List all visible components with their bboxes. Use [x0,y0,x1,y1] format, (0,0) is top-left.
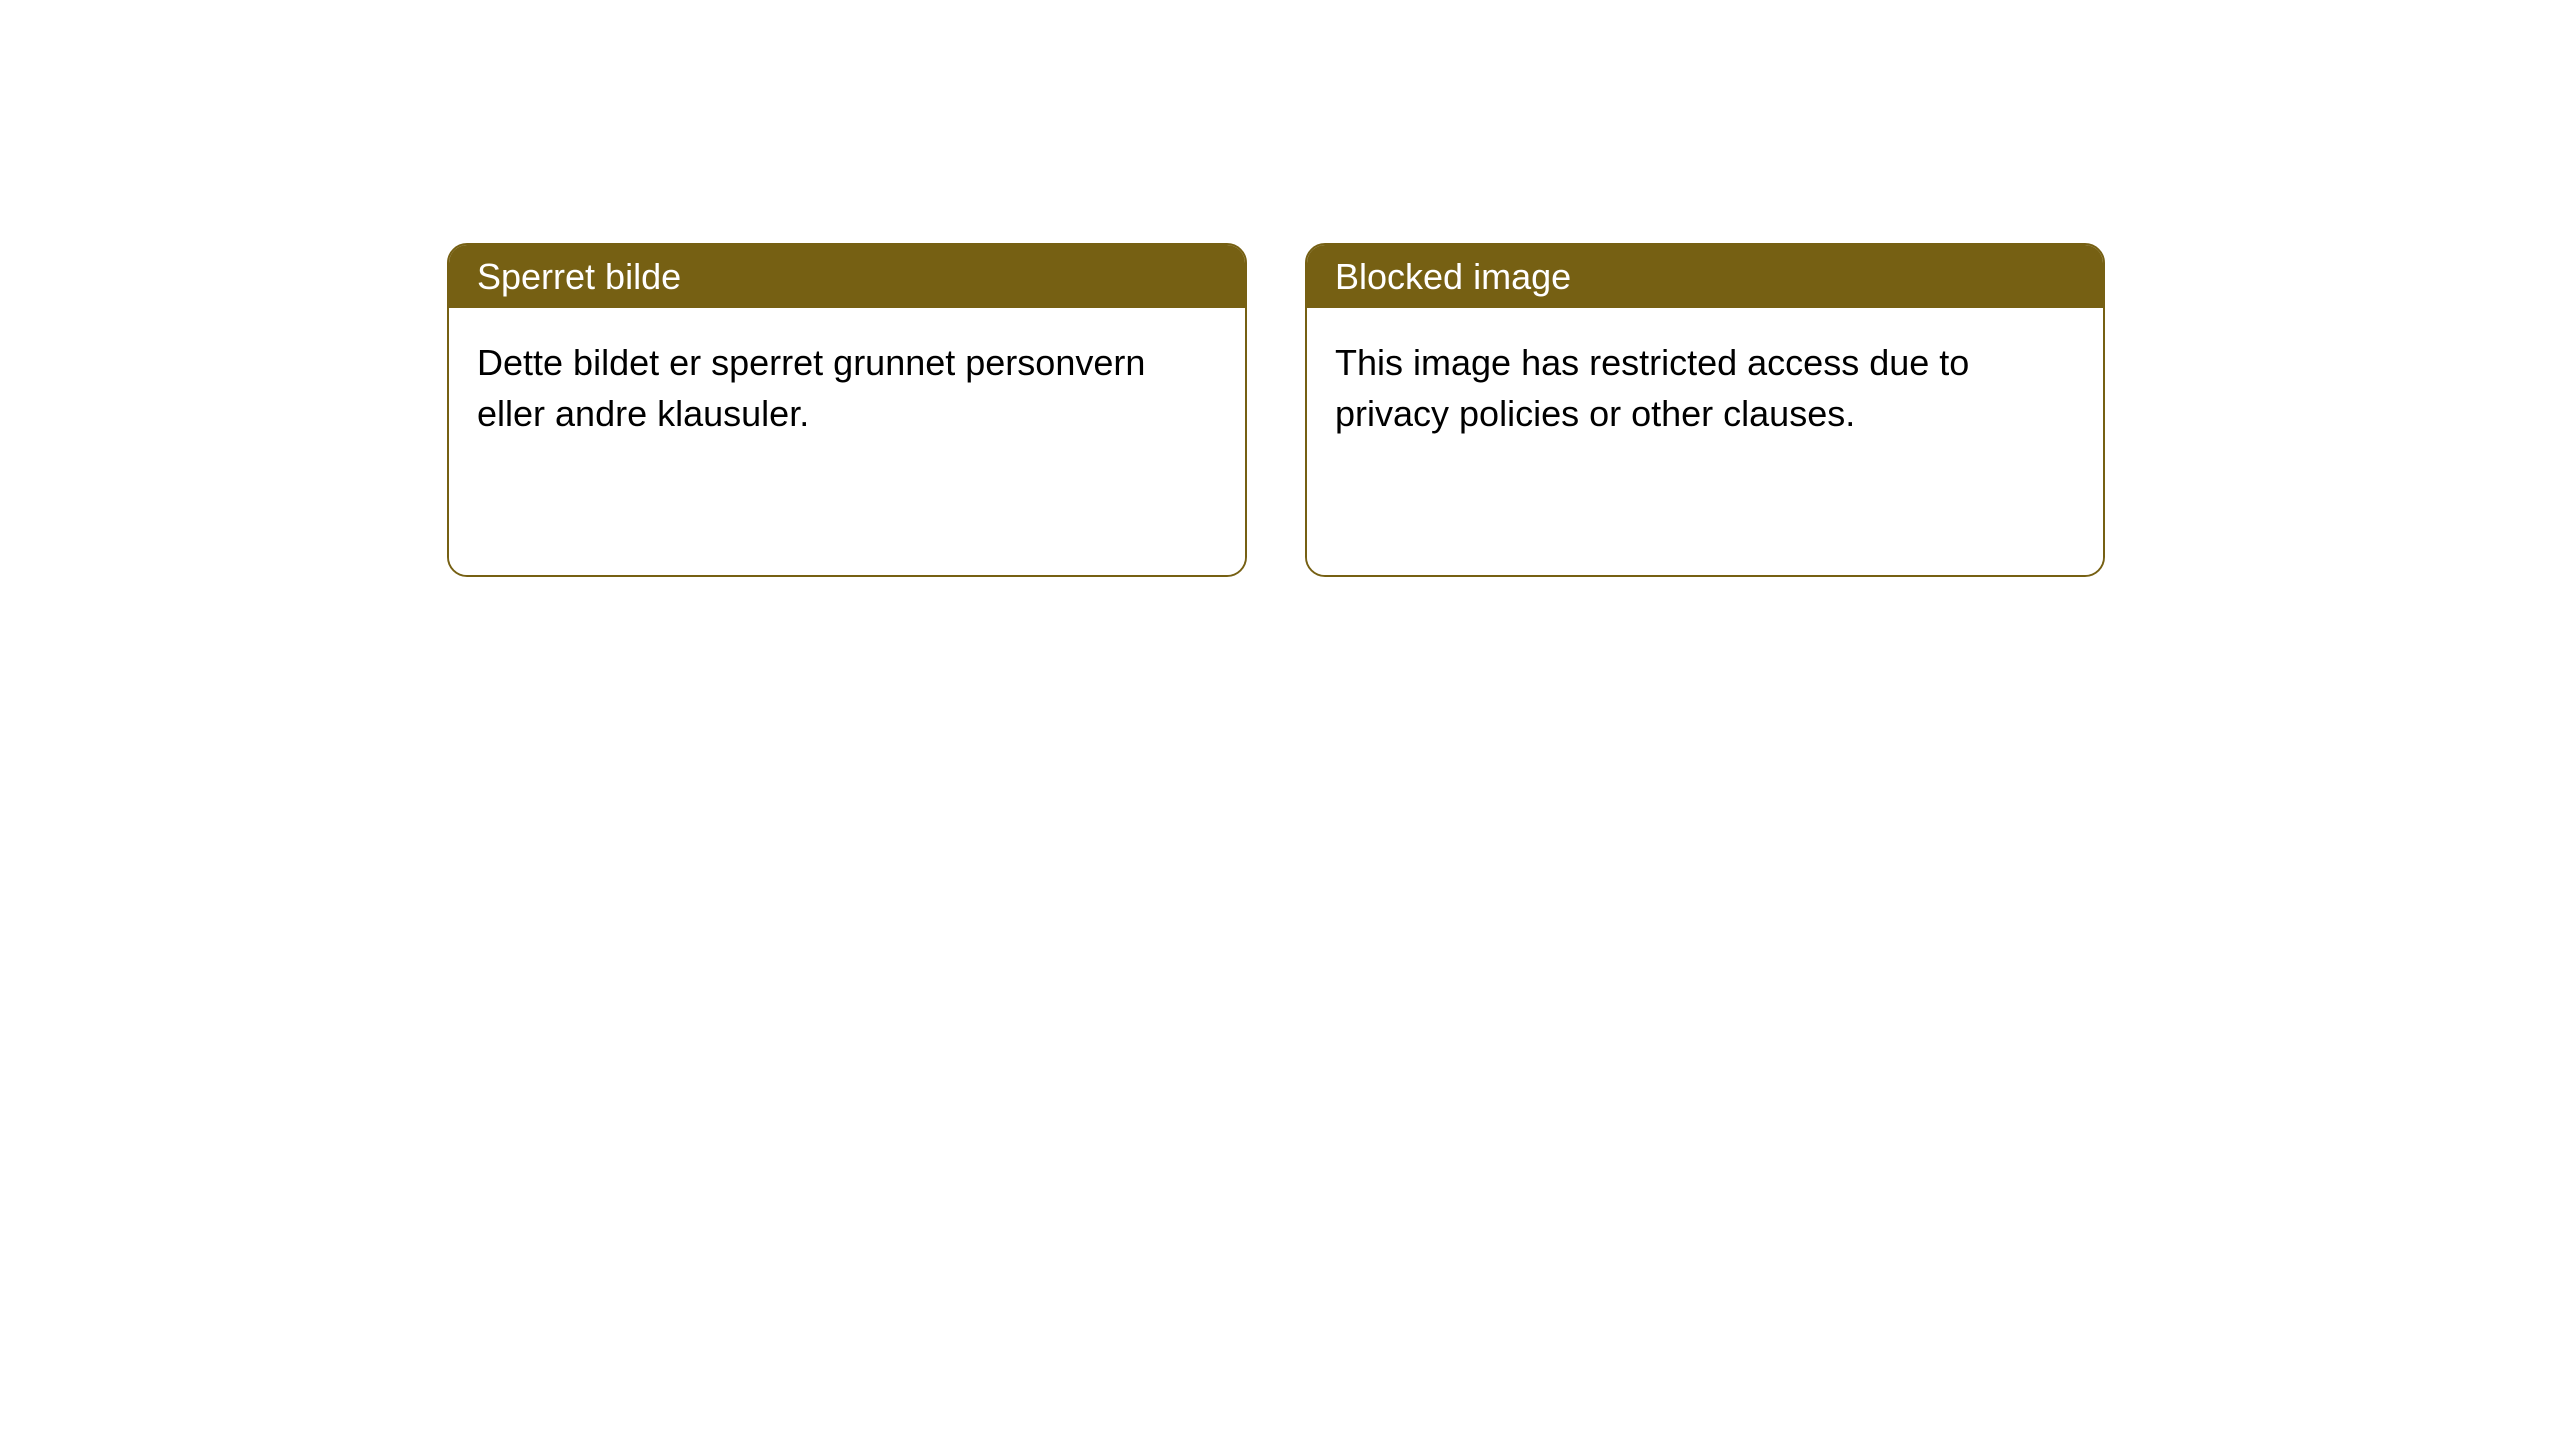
card-header-english: Blocked image [1307,245,2103,308]
card-english: Blocked image This image has restricted … [1305,243,2105,577]
cards-container: Sperret bilde Dette bildet er sperret gr… [447,243,2105,577]
card-norwegian: Sperret bilde Dette bildet er sperret gr… [447,243,1247,577]
card-title: Sperret bilde [477,256,681,297]
card-title: Blocked image [1335,256,1571,297]
card-body-text: This image has restricted access due to … [1335,338,2075,439]
card-header-norwegian: Sperret bilde [449,245,1245,308]
card-body-text: Dette bildet er sperret grunnet personve… [477,338,1217,439]
card-body-norwegian: Dette bildet er sperret grunnet personve… [449,308,1245,575]
card-body-english: This image has restricted access due to … [1307,308,2103,575]
